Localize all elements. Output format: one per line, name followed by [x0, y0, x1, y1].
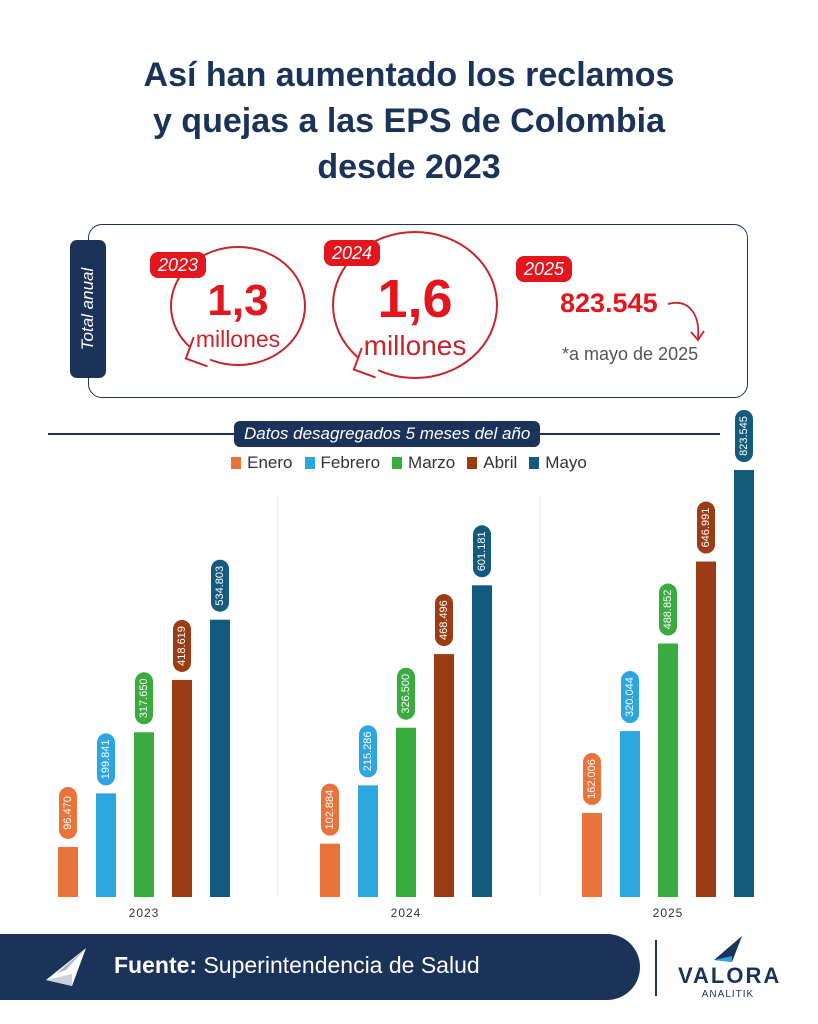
x-axis-label-2025: 2025 — [653, 906, 684, 920]
total-unit-2023: millones — [195, 326, 281, 352]
bar-abril-2023 — [172, 679, 192, 897]
data-label: 162.006 — [586, 759, 598, 799]
year-tag-2023: 2023 — [150, 252, 207, 278]
legend-item-febrero: Febrero — [304, 453, 381, 473]
data-label: 199.841 — [100, 740, 112, 780]
brand-subtitle: ANALITIK — [701, 989, 755, 1000]
bar-chart: 96.470 199.841 317.650 418.619 534.803 2023 10… — [58, 410, 754, 920]
legend-item-marzo: Marzo — [392, 453, 455, 473]
data-label-pill — [397, 667, 415, 720]
legend-item-abril: Abril — [467, 453, 517, 473]
data-label: 96.470 — [62, 796, 74, 830]
curved-arrow-icon — [667, 301, 705, 342]
total-unit-2024: millones — [363, 330, 467, 361]
legend-swatch-enero — [231, 457, 242, 469]
legend-item-mayo: Mayo — [529, 453, 587, 473]
data-label-pill — [621, 671, 639, 724]
valora-logo-icon — [46, 948, 86, 986]
bar-marzo-2023 — [134, 732, 154, 897]
data-label-pill — [59, 786, 77, 839]
total-note-2025: *a mayo de 2025 — [562, 344, 699, 364]
data-label-pill — [321, 783, 339, 836]
total-anual-tab: Total anual — [70, 240, 106, 378]
data-label-pill — [659, 583, 677, 636]
data-label-pill — [473, 525, 491, 578]
year-tag-2024: 2024 — [324, 240, 381, 266]
legend-label-febrero: Febrero — [320, 453, 381, 472]
bar-enero-2024 — [320, 843, 340, 897]
chart-legend: Enero Febrero Marzo Abril Mayo — [0, 453, 818, 473]
bar-febrero-2025 — [620, 731, 640, 897]
bar-mayo-2025 — [734, 470, 754, 897]
source-value: Superintendencia de Salud — [203, 952, 480, 978]
legend-label-mayo: Mayo — [545, 453, 587, 472]
bar-enero-2023 — [58, 846, 78, 897]
total-value-2025: 823.545 — [560, 288, 658, 318]
data-label-pill — [359, 725, 377, 778]
footer-divider — [655, 940, 657, 996]
title-line-2: y quejas a las EPS de Colombia — [152, 102, 666, 140]
data-label: 601.181 — [476, 531, 488, 571]
data-label-pill — [435, 594, 453, 647]
footer-bar — [0, 934, 640, 1000]
data-label-pill — [735, 410, 753, 462]
data-label: 823.545 — [738, 416, 750, 456]
data-label: 534.803 — [214, 566, 226, 606]
legend-label-enero: Enero — [247, 453, 293, 472]
legend-swatch-mayo — [529, 457, 540, 469]
title-line-1: Así han aumentado los reclamos — [143, 56, 675, 94]
x-axis-label-2023: 2023 — [129, 906, 160, 920]
valora-brand-icon — [714, 936, 742, 962]
data-label: 468.496 — [438, 600, 450, 640]
section-label: Datos desagregados 5 meses del año — [234, 421, 541, 447]
bar-abril-2025 — [696, 561, 716, 897]
page-title: Así han aumentado los reclamos y quejas … — [0, 52, 818, 190]
bar-mayo-2024 — [472, 585, 492, 897]
legend-label-marzo: Marzo — [408, 453, 456, 472]
bar-febrero-2024 — [358, 785, 378, 897]
data-label-pill — [135, 672, 153, 725]
data-label-pill — [97, 733, 115, 786]
year-tag-2025: 2025 — [516, 256, 573, 282]
total-value-2023: 1,3 — [207, 276, 269, 325]
source-text: Fuente: Superintendencia de Salud — [114, 952, 480, 979]
legend-label-abril: Abril — [483, 453, 518, 472]
legend-swatch-febrero — [304, 457, 315, 469]
legend-item-enero: Enero — [231, 453, 293, 473]
data-label-pill — [173, 619, 191, 672]
data-label: 646.991 — [700, 508, 712, 548]
x-axis-label-2024: 2024 — [391, 906, 422, 920]
bar-enero-2025 — [582, 813, 602, 897]
data-label: 326.500 — [400, 674, 412, 714]
data-label-pill — [211, 559, 229, 612]
bar-marzo-2024 — [396, 727, 416, 897]
legend-swatch-marzo — [392, 457, 403, 469]
data-label-pill — [583, 753, 601, 806]
data-label: 215.286 — [362, 731, 374, 771]
data-label-pill — [697, 501, 715, 554]
bar-marzo-2025 — [658, 643, 678, 897]
bar-abril-2024 — [434, 654, 454, 897]
data-label: 317.650 — [138, 678, 150, 718]
data-label: 102.884 — [324, 790, 336, 830]
brand-name: VALORA — [678, 963, 782, 988]
bar-febrero-2023 — [96, 793, 116, 897]
data-label: 488.852 — [662, 590, 674, 630]
data-label: 320.044 — [624, 677, 636, 717]
total-value-2024: 1,6 — [377, 269, 453, 329]
legend-swatch-abril — [467, 457, 478, 469]
source-label: Fuente: — [114, 952, 198, 978]
data-label: 418.619 — [176, 626, 188, 666]
title-line-3: desde 2023 — [317, 148, 501, 186]
bar-mayo-2023 — [210, 619, 230, 897]
